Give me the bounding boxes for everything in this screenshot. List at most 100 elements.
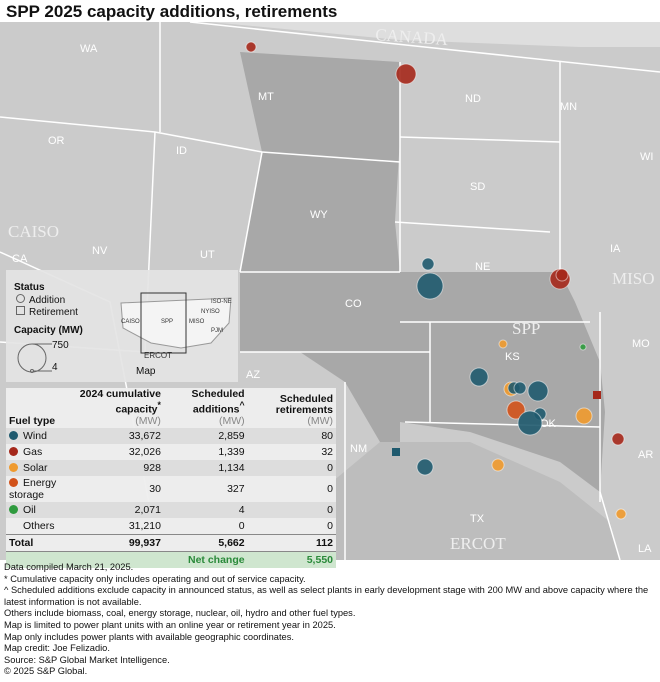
map-labels: WA MT ND MN WI OR ID SD WY IA NV NE UT CO KS MO CA OK AZ NM… xyxy=(8,25,655,555)
inset-caiso: CAISO xyxy=(121,319,140,325)
cumulative-cell: 2,071 xyxy=(134,503,161,516)
capacity-max: 750 xyxy=(52,340,69,351)
inset-map-label: Map xyxy=(136,366,156,377)
solar-addition-marker[interactable] xyxy=(498,339,508,349)
gas-addition-marker[interactable] xyxy=(555,268,569,282)
state-label: NM xyxy=(350,443,367,455)
retirement-label: Retirement xyxy=(29,307,78,318)
fuel-color-icon xyxy=(9,462,18,472)
addition-circle-icon xyxy=(16,294,25,303)
state-label: CA xyxy=(12,253,28,265)
wind-addition-marker[interactable] xyxy=(517,410,543,436)
fuel-cell: Gas xyxy=(6,444,70,460)
wind-addition-marker[interactable] xyxy=(513,381,527,395)
footnotes: Data compiled March 21, 2025. * Cumulativ… xyxy=(4,562,654,678)
additions-cell: 4 xyxy=(238,503,245,516)
capacity-title: Capacity (MW) xyxy=(14,325,83,336)
addition-label: Addition xyxy=(29,295,66,306)
table-row: Energy storage 30 327 0 xyxy=(6,476,336,502)
footnote: Map credit: Joe Felizadio. xyxy=(4,643,110,654)
gas-addition-marker[interactable] xyxy=(245,41,257,53)
state-label: MO xyxy=(632,338,650,350)
chart-title: SPP 2025 capacity additions, retirements xyxy=(6,2,338,21)
solar-addition-marker[interactable] xyxy=(491,458,505,472)
header-retirements: Scheduled retirements (MW) xyxy=(275,392,333,427)
retirements-cell: 0 xyxy=(327,519,333,532)
wind-addition-marker[interactable] xyxy=(421,257,435,271)
state-label: KS xyxy=(505,351,520,363)
footnote: Map is limited to power plant units with… xyxy=(4,619,336,630)
iso-label: SPP xyxy=(512,319,540,338)
iso-label: CAISO xyxy=(8,222,59,241)
fuel-cell: Energy storage xyxy=(9,476,57,501)
state-label: AZ xyxy=(246,369,260,381)
iso-label: ERCOT xyxy=(450,534,506,553)
table-row: Others 31,210 0 0 xyxy=(6,518,336,535)
table-row: Wind 33,672 2,859 80 xyxy=(6,427,336,444)
additions-cell: 1,134 xyxy=(218,461,245,474)
state-label: MN xyxy=(560,101,577,113)
state-label: UT xyxy=(200,249,215,261)
country-label: CANADA xyxy=(375,25,450,49)
ercot-region xyxy=(320,442,620,560)
state-label: MT xyxy=(258,91,274,103)
wind-retirement-marker[interactable] xyxy=(392,448,400,456)
wind-addition-marker[interactable] xyxy=(416,458,434,476)
fuel-color-icon xyxy=(9,504,18,514)
iso-label: MISO xyxy=(612,269,655,288)
solar-addition-marker[interactable] xyxy=(575,407,593,425)
wind-addition-marker[interactable] xyxy=(416,272,444,300)
gas-addition-marker[interactable] xyxy=(395,63,417,85)
footnote: Map only includes power plants with avai… xyxy=(4,631,294,642)
inset-nyiso: NYISO xyxy=(201,309,220,315)
retirements-cell: 0 xyxy=(327,482,333,495)
fuel-color-icon xyxy=(9,430,18,440)
state-label: NV xyxy=(92,245,108,257)
cumulative-cell: 30 xyxy=(149,482,161,495)
retirement-square-icon xyxy=(16,306,25,315)
state-label: ID xyxy=(176,145,187,157)
state-label: TX xyxy=(470,513,485,525)
retirements-cell: 0 xyxy=(327,461,333,474)
solar-addition-marker[interactable] xyxy=(615,508,627,520)
canada-region xyxy=(0,22,660,47)
fuel-cell: Wind xyxy=(6,428,70,444)
footnote: * Cumulative capacity only includes oper… xyxy=(4,573,306,584)
cumulative-cell: 31,210 xyxy=(128,519,161,532)
state-label: ND xyxy=(465,93,481,105)
map: WA MT ND MN WI OR ID SD WY IA NV NE UT CO KS MO CA OK AZ NM… xyxy=(0,22,660,560)
state-label: CO xyxy=(345,298,362,310)
total-row: Total 99,937 5,662 112 xyxy=(6,533,336,552)
table-row: Oil 2,071 4 0 xyxy=(6,501,336,518)
cumulative-cell: 32,026 xyxy=(128,445,161,458)
gas-retirement-marker[interactable] xyxy=(593,391,601,399)
state-label: AR xyxy=(638,449,653,461)
retirements-cell: 80 xyxy=(321,429,333,442)
cumulative-cell: 928 xyxy=(143,461,161,474)
footnote: Data compiled March 21, 2025. xyxy=(4,562,134,572)
fuel-color-icon xyxy=(9,446,18,456)
cumulative-cell: 33,672 xyxy=(128,429,161,442)
inset-ercot: ERCOT xyxy=(144,351,172,360)
state-label: WA xyxy=(80,43,98,55)
fuel-cell: Oil xyxy=(6,502,70,518)
capacity-table: Fuel type 2024 cumulative capacity* (MW) … xyxy=(6,388,336,568)
wind-addition-marker[interactable] xyxy=(469,367,489,387)
gas-addition-marker[interactable] xyxy=(611,432,625,446)
net-change-row: Net change 5,550 xyxy=(6,551,336,568)
fuel-cell: Solar xyxy=(6,460,70,476)
state-label: WY xyxy=(310,209,328,221)
state-label: OR xyxy=(48,135,65,147)
status-title: Status xyxy=(14,282,45,293)
additions-cell: 1,339 xyxy=(218,445,245,458)
footnote: ^ Scheduled additions exclude capacity i… xyxy=(4,585,649,607)
storage-addition-marker[interactable] xyxy=(506,400,526,420)
wind-addition-marker[interactable] xyxy=(527,380,549,402)
state-label: WI xyxy=(640,151,653,163)
state-label: LA xyxy=(638,543,652,555)
inset-pjm: PJM xyxy=(211,328,223,334)
oil-addition-marker[interactable] xyxy=(579,343,587,351)
footnote: © 2025 S&P Global. xyxy=(4,666,88,677)
capacity-size-icon xyxy=(17,343,52,373)
state-label: OK xyxy=(540,418,557,430)
